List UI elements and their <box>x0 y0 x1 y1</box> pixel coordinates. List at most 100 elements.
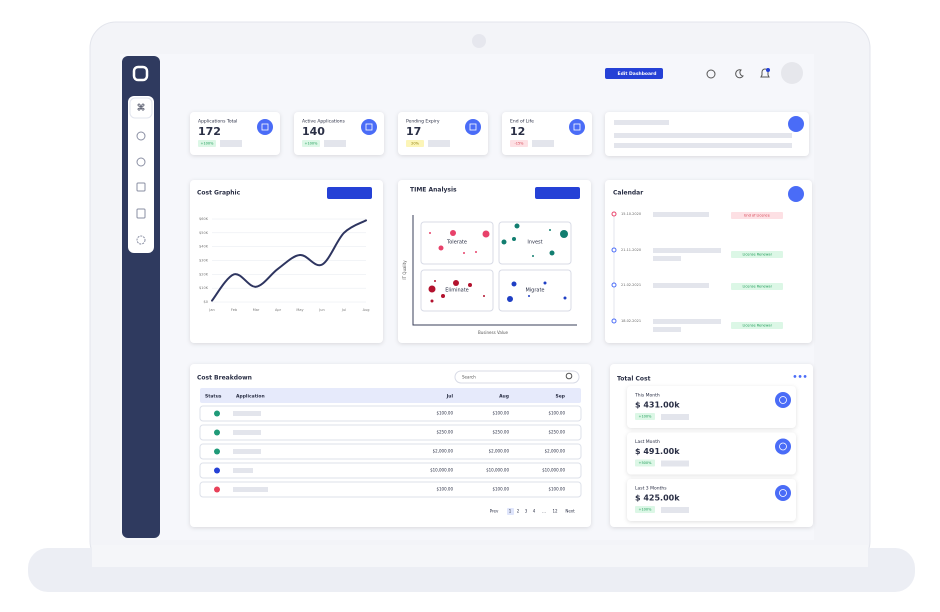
y-tick-label: $20K <box>199 272 209 276</box>
cost-line <box>211 219 367 302</box>
quadrant <box>420 221 494 265</box>
table-row <box>199 481 582 498</box>
camera <box>472 34 486 48</box>
icon-button[interactable] <box>361 119 377 135</box>
placeholder <box>614 120 669 125</box>
cell: $100.00 <box>436 487 453 492</box>
change-pill <box>406 140 424 147</box>
icon-button[interactable] <box>788 186 804 202</box>
card-title: Total Cost <box>617 376 651 383</box>
change-value: 20% <box>411 142 419 146</box>
icon[interactable] <box>779 489 787 497</box>
notification-icon[interactable] <box>760 68 770 78</box>
event-date: 15.10.2020 <box>621 212 641 216</box>
search-icon[interactable] <box>565 372 573 380</box>
dropdown[interactable] <box>327 187 372 199</box>
stat-label: End of Life <box>510 119 534 125</box>
cell: $2,000.00 <box>545 449 566 454</box>
status-badge <box>731 283 783 290</box>
icon[interactable] <box>779 442 787 451</box>
icon[interactable] <box>261 123 269 131</box>
page-current[interactable] <box>507 508 514 515</box>
placeholder <box>324 140 346 147</box>
status-badge <box>731 322 783 329</box>
card-title: Calendar <box>613 190 643 197</box>
menu-item-active[interactable] <box>129 97 153 119</box>
page-link[interactable]: Next <box>565 509 575 514</box>
button-label[interactable]: Edit Dashboard <box>618 71 657 77</box>
placeholder <box>653 283 709 288</box>
page-link[interactable]: 12 <box>552 509 558 514</box>
y-tick-label: $60K <box>199 217 209 221</box>
icon[interactable] <box>365 123 373 131</box>
status-label: License Renewal <box>742 253 771 257</box>
menu-icon[interactable]: ⌘ <box>137 104 146 114</box>
change-pill <box>635 413 655 420</box>
menu-icon[interactable] <box>136 235 146 245</box>
menu-icon[interactable] <box>136 131 146 141</box>
search-placeholder[interactable]: Search <box>462 375 476 380</box>
icon-button[interactable] <box>775 485 791 501</box>
edit-dashboard-button[interactable] <box>605 68 663 79</box>
cell: $100.00 <box>548 411 565 416</box>
page-link[interactable]: ... <box>542 509 546 514</box>
icon-button[interactable] <box>257 119 273 135</box>
quadrant-label: Tolerate <box>446 240 467 246</box>
dropdown[interactable] <box>535 187 580 199</box>
logo <box>132 65 149 82</box>
icon[interactable] <box>469 123 477 131</box>
icon-button[interactable] <box>775 392 791 408</box>
cost-amount: $ 431.00k <box>635 401 680 410</box>
placeholder <box>233 487 268 492</box>
cell: $250.00 <box>492 430 509 435</box>
cell: $2,000.00 <box>489 449 510 454</box>
cell: $100.00 <box>492 411 509 416</box>
event-date: 18.02.2021 <box>621 319 641 323</box>
cost-label: Last Month <box>635 439 660 445</box>
cell: $100.00 <box>548 487 565 492</box>
cell: $250.00 <box>436 430 453 435</box>
icon-button[interactable] <box>775 438 791 455</box>
y-tick-label: $50K <box>199 231 209 235</box>
placeholder <box>532 140 554 147</box>
icon[interactable] <box>779 396 787 404</box>
change-value: +100% <box>305 142 319 146</box>
page-link[interactable]: 4 <box>533 509 536 514</box>
status-icon <box>214 448 220 455</box>
placeholder <box>653 248 721 253</box>
x-tick-label: Jan <box>208 308 214 312</box>
menu-icon[interactable] <box>136 182 146 192</box>
page-link[interactable]: 2 <box>517 509 520 514</box>
menu-icon[interactable] <box>136 208 146 219</box>
page-link[interactable]: 3 <box>525 509 528 514</box>
axis <box>412 215 577 326</box>
x-tick-label: Jun <box>318 308 324 312</box>
status-badge <box>731 212 783 219</box>
search-box[interactable] <box>454 370 580 384</box>
placeholder <box>614 133 792 138</box>
stat-value: 140 <box>302 125 325 138</box>
icon-button[interactable] <box>569 119 585 135</box>
y-tick-label: $0 <box>204 300 208 304</box>
placeholder <box>653 327 681 332</box>
icon-button[interactable] <box>465 119 481 135</box>
language-icon[interactable] <box>706 69 716 79</box>
menu-icon[interactable] <box>136 157 146 167</box>
icon[interactable] <box>573 123 581 131</box>
page-link[interactable]: 1 <box>509 509 512 514</box>
page-link[interactable]: Prev <box>490 509 499 514</box>
change-pill <box>510 140 528 147</box>
cell: $10,000.00 <box>486 468 509 473</box>
avatar[interactable] <box>781 62 803 84</box>
event-date: 21.11.2020 <box>621 248 641 252</box>
laptop-hinge <box>92 545 868 567</box>
axis-label: Business Value <box>478 330 508 335</box>
quadrant-label: Migrate <box>525 288 544 294</box>
theme-icon[interactable] <box>735 69 744 79</box>
cell: $10,000.00 <box>542 468 565 473</box>
icon-button[interactable] <box>788 116 804 132</box>
placeholder <box>428 140 450 147</box>
sidebar-menu <box>128 96 154 253</box>
placeholder <box>653 212 709 217</box>
more-menu[interactable]: ••• <box>792 373 807 382</box>
